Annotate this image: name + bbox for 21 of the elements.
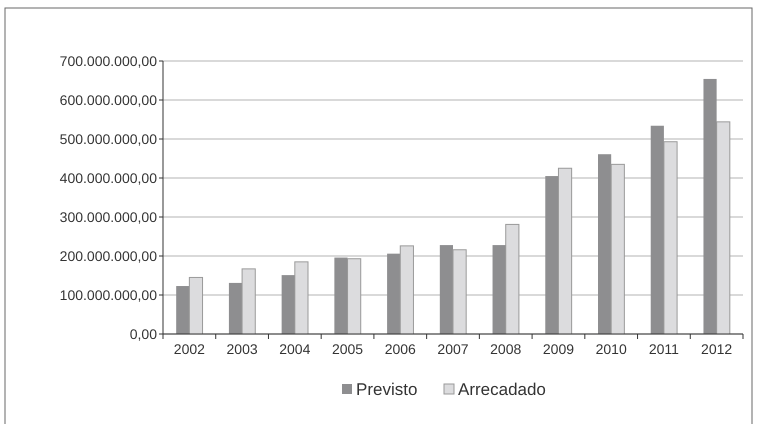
x-tick-label: 2011 (648, 341, 680, 357)
x-tick-label: 2002 (174, 341, 206, 357)
x-tick-label: 2007 (437, 341, 469, 357)
x-tick-label: 2003 (226, 341, 258, 357)
x-tick-label: 2008 (490, 341, 522, 357)
x-tick-label: 2009 (542, 341, 574, 357)
y-tick-label: 400.000.000,00 (60, 170, 158, 186)
legend-label: Arrecadado (458, 380, 546, 399)
x-tick-label: 2005 (332, 341, 364, 357)
y-tick-label: 0,00 (130, 326, 158, 342)
y-tick-label: 300.000.000,00 (60, 208, 158, 225)
y-tick-label: 600.000.000,00 (60, 92, 158, 108)
y-tick-label: 200.000.000,00 (60, 248, 158, 264)
y-tick-label: 500.000.000,00 (60, 130, 158, 147)
y-tick-label: 700.000.000,00 (60, 52, 158, 69)
x-tick-label: 2012 (701, 341, 732, 357)
x-tick-label: 2004 (279, 341, 311, 357)
legend-label: Previsto (356, 380, 418, 399)
x-tick-label: 2006 (384, 341, 416, 357)
y-tick-label: 100.000.000,00 (60, 286, 158, 303)
x-tick-label: 2010 (596, 341, 627, 357)
